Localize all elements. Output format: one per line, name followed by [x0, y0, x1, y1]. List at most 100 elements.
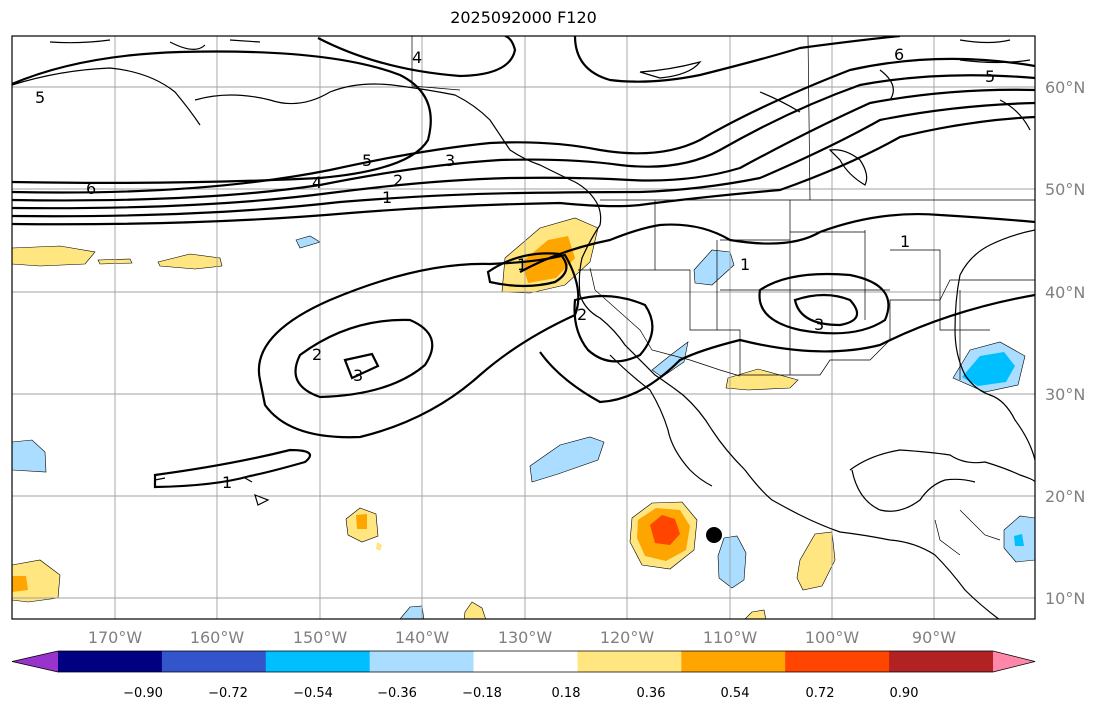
contour-label: 1	[382, 188, 392, 207]
contour-label: 3	[814, 315, 824, 334]
map-title: 2025092000 F120	[450, 8, 597, 27]
contour-label: 3	[353, 366, 363, 385]
colorbar-tick-label: −0.18	[462, 686, 502, 701]
graticule	[12, 36, 1035, 619]
positive-anomaly-area	[157, 253, 223, 270]
colorbar-tick-label: 0.18	[552, 686, 581, 701]
colorbar-segment	[785, 651, 890, 672]
lat-label: 10°N	[1045, 589, 1085, 608]
contour-line	[486, 252, 568, 288]
contour-line	[539, 293, 1035, 404]
map-frame	[11, 35, 1036, 620]
lon-label: 160°W	[190, 628, 245, 647]
colorbar-tick-label: −0.36	[377, 686, 417, 701]
colorbar-segment	[58, 651, 163, 672]
colorbar-tick-label: −0.72	[208, 686, 248, 701]
contour-label: 1	[222, 473, 232, 492]
coastline-layer	[12, 39, 1035, 619]
contour-line	[294, 318, 434, 399]
lon-label: 130°W	[498, 628, 553, 647]
negative-anomaly-area	[529, 436, 605, 483]
positive-anomaly-area	[744, 609, 767, 619]
colorbar-segment	[369, 651, 475, 672]
contour-line	[257, 253, 580, 439]
positive-anomaly-area	[463, 601, 486, 619]
contour-label: 5	[362, 151, 372, 170]
lon-label: 120°W	[600, 628, 655, 647]
contour-label: 2	[312, 345, 322, 364]
negative-anomaly-area	[962, 352, 1015, 386]
contour-label: 5	[985, 67, 995, 86]
contour-label: 4	[312, 173, 322, 192]
positive-anomaly-area	[650, 515, 680, 545]
colorbar-segment	[577, 651, 682, 672]
colorbar-tick-label: −0.54	[293, 686, 333, 701]
colorbar	[11, 650, 1036, 673]
lon-label: 110°W	[703, 628, 758, 647]
contour-line	[12, 74, 1035, 202]
contour-line	[12, 57, 1035, 194]
colorbar-extend-high	[993, 651, 1035, 672]
negative-anomaly-area	[295, 235, 321, 249]
contour-line	[12, 101, 1035, 218]
lon-label: 100°W	[805, 628, 860, 647]
contour-label: 4	[412, 48, 422, 67]
positive-anomaly-area	[796, 531, 836, 591]
negative-anomaly-area	[693, 249, 735, 286]
contour-label: 6	[86, 179, 96, 198]
political-border-layer	[411, 36, 1035, 556]
latitude-labels: 60°N 50°N 40°N 30°N 20°N 10°N	[1045, 78, 1085, 608]
positive-anomaly-area	[725, 368, 799, 391]
contour-line	[153, 448, 312, 489]
colorbar-segment	[265, 651, 371, 672]
negative-anomaly-area	[717, 535, 747, 589]
contour-line	[317, 36, 517, 78]
colorbar-extend-low	[12, 651, 58, 672]
colorbar-segment	[161, 651, 267, 672]
negative-anomaly-area	[399, 605, 425, 619]
lon-label: 150°W	[293, 628, 348, 647]
longitude-labels: 170°W 160°W 150°W 140°W 130°W 120°W 110°…	[88, 628, 956, 647]
contour-line	[573, 294, 654, 363]
positive-anomaly-area	[356, 514, 367, 529]
contour-labels: 5 6 5 4 3 2 1 4 6 5 1 2 3 1 2 3 1 1	[35, 45, 995, 492]
negative-anomaly-area	[1014, 534, 1024, 546]
contour-label: 6	[894, 45, 904, 64]
colorbar-tick-label: 0.72	[806, 686, 835, 701]
contour-line	[343, 352, 380, 380]
contour-line	[12, 88, 1035, 210]
lon-label: 170°W	[88, 628, 143, 647]
colorbar-tick-label: −0.90	[123, 686, 163, 701]
colorbar-tick-label: 0.90	[890, 686, 919, 701]
colorbar-segment	[473, 651, 578, 672]
lat-label: 20°N	[1045, 487, 1085, 506]
lat-label: 30°N	[1045, 385, 1085, 404]
positive-anomaly-area	[376, 542, 382, 551]
contour-label: 2	[577, 305, 587, 324]
lat-label: 60°N	[1045, 78, 1085, 97]
positive-anomaly-area	[12, 245, 96, 267]
negative-anomaly-area	[651, 341, 689, 378]
positive-anomaly-area	[12, 576, 28, 592]
contour-label: 3	[445, 151, 455, 170]
colorbar-segment	[889, 651, 994, 672]
negative-anomaly-area	[12, 439, 47, 473]
contour-line	[12, 115, 1035, 226]
contour-label: 1	[740, 255, 750, 274]
colorbar-segment	[681, 651, 786, 672]
lon-label: 140°W	[395, 628, 450, 647]
contour-label: 1	[900, 232, 910, 251]
shaded-anomaly-layer	[12, 217, 1035, 619]
colorbar-tick-label: 0.36	[637, 686, 666, 701]
colorbar-tick-labels: −0.90 −0.72 −0.54 −0.36 −0.18 0.18 0.36 …	[123, 686, 918, 701]
lon-label: 90°W	[912, 628, 956, 647]
lat-label: 40°N	[1045, 283, 1085, 302]
lat-label: 50°N	[1045, 180, 1085, 199]
contour-layer	[12, 36, 1035, 489]
contour-label: 5	[35, 88, 45, 107]
contour-label: 1	[517, 255, 527, 274]
contour-line	[758, 272, 890, 335]
contour-line	[12, 50, 432, 184]
contour-label: 2	[393, 171, 403, 190]
